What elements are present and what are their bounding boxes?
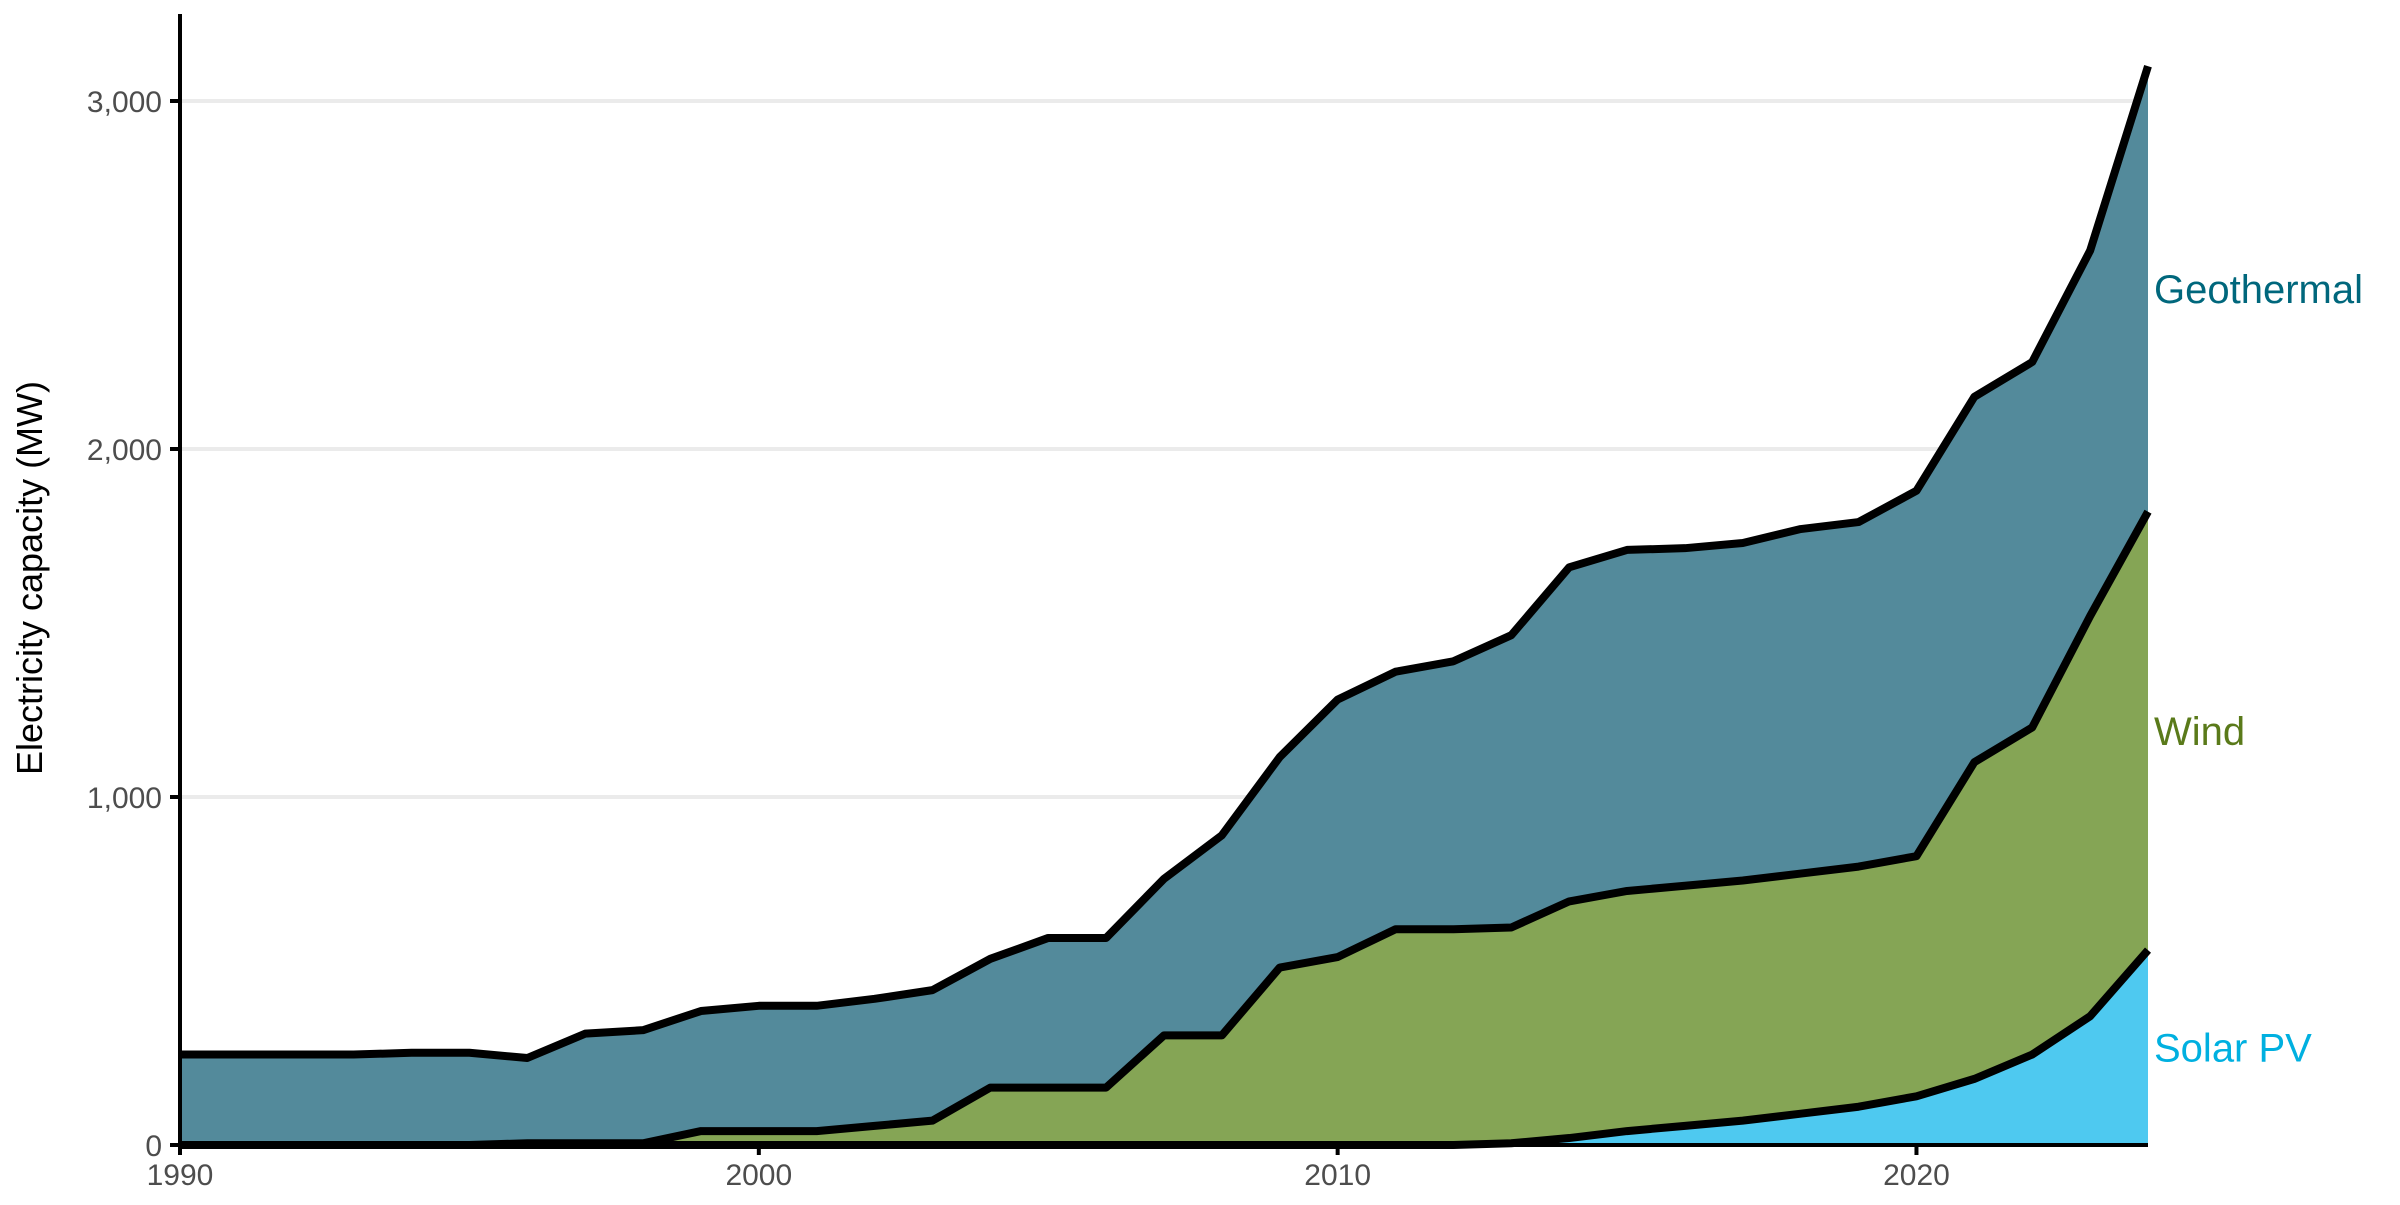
y-axis-title: Electricity capacity (MW) [9,381,50,775]
area-solar-pv [180,950,2148,1145]
area-geothermal [180,66,2148,1146]
x-tick-label-2000: 2000 [725,1159,792,1192]
series-label-geothermal: Geothermal [2154,268,2363,312]
series-label-wind: Wind [2154,710,2245,754]
series-labels: Solar PV Wind Geothermal [2154,268,2363,1071]
area-fills [180,66,2148,1146]
x-tick-label-2010: 2010 [1304,1159,1371,1192]
y-tick-label-0: 0 [145,1130,162,1163]
y-tick-label-3000: 3,000 [87,86,162,119]
x-tick-label-1990: 1990 [147,1159,214,1192]
y-tick-label-2000: 2,000 [87,434,162,467]
x-tick-label-2020: 2020 [1883,1159,1950,1192]
axes: 0 1,000 2,000 3,000 1990 2000 2010 2020 [87,14,2148,1192]
series-label-solar-pv: Solar PV [2154,1027,2312,1071]
line-geothermal [180,65,2152,1062]
y-tick-label-1000: 1,000 [87,782,162,815]
area-wind [180,511,2148,1145]
